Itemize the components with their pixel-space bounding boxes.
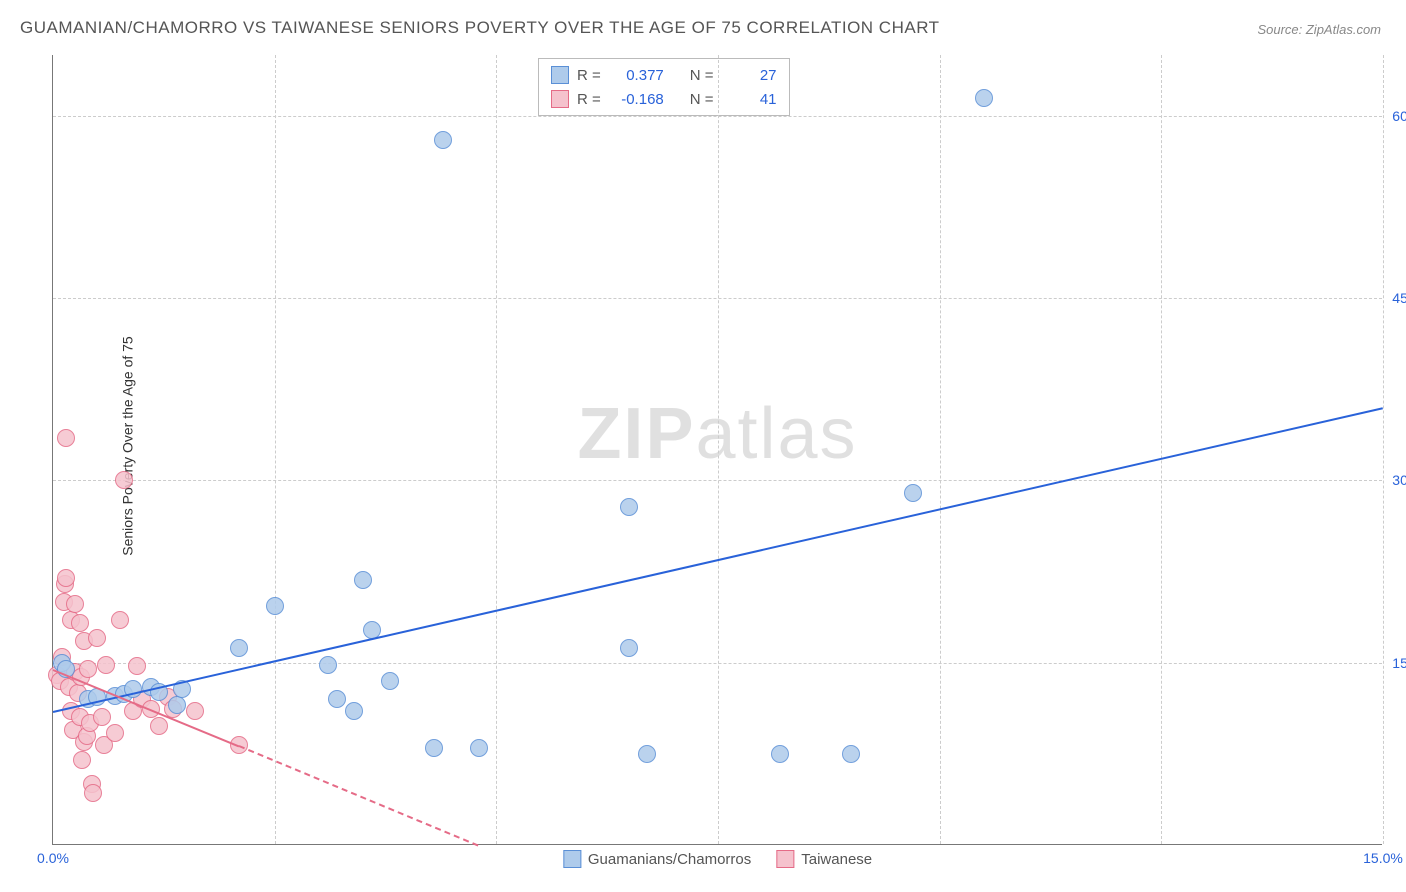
y-tick-label: 60.0% bbox=[1387, 108, 1406, 124]
data-point bbox=[381, 672, 399, 690]
stats-n-label: N = bbox=[690, 67, 714, 84]
stats-swatch-0 bbox=[551, 66, 569, 84]
gridline-v bbox=[940, 55, 941, 844]
data-point bbox=[128, 657, 146, 675]
data-point bbox=[57, 569, 75, 587]
data-point bbox=[638, 745, 656, 763]
gridline-v bbox=[1383, 55, 1384, 844]
chart-container: GUAMANIAN/CHAMORRO VS TAIWANESE SENIORS … bbox=[0, 0, 1406, 892]
legend-label-1: Taiwanese bbox=[801, 851, 872, 868]
legend-item-1: Taiwanese bbox=[776, 850, 872, 868]
x-tick-label: 15.0% bbox=[1363, 850, 1403, 866]
stats-r-value-1: -0.168 bbox=[609, 91, 664, 108]
stats-n-value-0: 27 bbox=[722, 67, 777, 84]
y-tick-label: 45.0% bbox=[1387, 290, 1406, 306]
data-point bbox=[620, 639, 638, 657]
source-attribution: Source: ZipAtlas.com bbox=[1257, 22, 1381, 37]
gridline-v bbox=[496, 55, 497, 844]
stats-r-label: R = bbox=[577, 67, 601, 84]
data-point bbox=[97, 656, 115, 674]
data-point bbox=[73, 751, 91, 769]
data-point bbox=[620, 498, 638, 516]
data-point bbox=[71, 614, 89, 632]
data-point bbox=[57, 429, 75, 447]
data-point bbox=[328, 690, 346, 708]
data-point bbox=[345, 702, 363, 720]
data-point bbox=[79, 660, 97, 678]
stats-n-value-1: 41 bbox=[722, 91, 777, 108]
data-point bbox=[186, 702, 204, 720]
data-point bbox=[168, 696, 186, 714]
data-point bbox=[470, 739, 488, 757]
stats-row-series-0: R = 0.377 N = 27 bbox=[551, 63, 777, 87]
stats-r-label: R = bbox=[577, 91, 601, 108]
data-point bbox=[84, 784, 102, 802]
data-point bbox=[842, 745, 860, 763]
y-tick-label: 30.0% bbox=[1387, 472, 1406, 488]
gridline-v bbox=[718, 55, 719, 844]
data-point bbox=[975, 89, 993, 107]
legend: Guamanians/Chamorros Taiwanese bbox=[563, 850, 872, 868]
data-point bbox=[266, 597, 284, 615]
stats-r-value-0: 0.377 bbox=[609, 67, 664, 84]
chart-title: GUAMANIAN/CHAMORRO VS TAIWANESE SENIORS … bbox=[20, 18, 940, 38]
y-tick-label: 15.0% bbox=[1387, 655, 1406, 671]
data-point bbox=[904, 484, 922, 502]
data-point bbox=[88, 629, 106, 647]
x-tick-label: 0.0% bbox=[37, 850, 69, 866]
data-point bbox=[93, 708, 111, 726]
legend-swatch-0 bbox=[563, 850, 581, 868]
data-point bbox=[434, 131, 452, 149]
data-point bbox=[115, 471, 133, 489]
data-point bbox=[66, 595, 84, 613]
legend-item-0: Guamanians/Chamorros bbox=[563, 850, 751, 868]
stats-n-label: N = bbox=[690, 91, 714, 108]
data-point bbox=[106, 724, 124, 742]
gridline-v bbox=[275, 55, 276, 844]
data-point bbox=[150, 717, 168, 735]
stats-box: R = 0.377 N = 27 R = -0.168 N = 41 bbox=[538, 58, 790, 116]
data-point bbox=[354, 571, 372, 589]
data-point bbox=[111, 611, 129, 629]
stats-row-series-1: R = -0.168 N = 41 bbox=[551, 87, 777, 111]
data-point bbox=[771, 745, 789, 763]
data-point bbox=[319, 656, 337, 674]
legend-swatch-1 bbox=[776, 850, 794, 868]
stats-swatch-1 bbox=[551, 90, 569, 108]
plot-area: ZIPatlas R = 0.377 N = 27 R = -0.168 N =… bbox=[52, 55, 1382, 845]
data-point bbox=[425, 739, 443, 757]
gridline-v bbox=[1161, 55, 1162, 844]
data-point bbox=[230, 639, 248, 657]
legend-label-0: Guamanians/Chamorros bbox=[588, 851, 751, 868]
